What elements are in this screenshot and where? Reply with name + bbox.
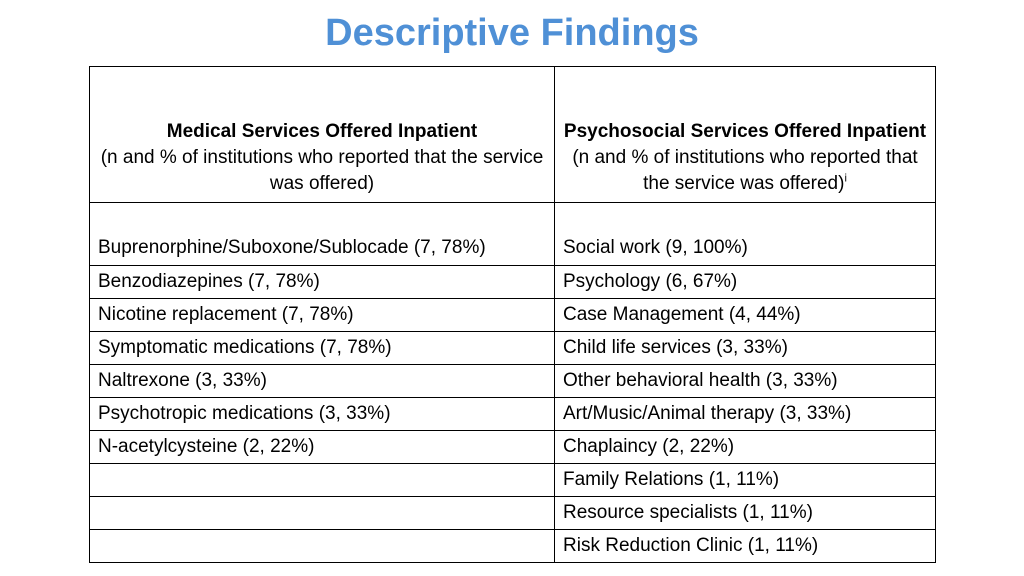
psychosocial-service-cell: Risk Reduction Clinic (1, 11%) (554, 529, 936, 563)
footnote-marker: i (844, 172, 847, 185)
table-row: Nicotine replacement (7, 78%) Case Manag… (89, 298, 936, 332)
medical-services-header-title: Medical Services Offered Inpatient (166, 121, 478, 142)
medical-services-header: Medical Services Offered Inpatient (n an… (89, 66, 555, 203)
services-table: Medical Services Offered Inpatient (n an… (89, 66, 936, 563)
medical-services-header-note: (n and % of institutions who reported th… (100, 147, 544, 194)
psychosocial-services-header-note-text: (n and % of institutions who reported th… (572, 147, 918, 194)
psychosocial-services-header-note: (n and % of institutions who reported th… (563, 145, 927, 197)
medical-service-cell: Nicotine replacement (7, 78%) (89, 298, 555, 332)
medical-service-cell (89, 496, 555, 530)
medical-service-cell (89, 529, 555, 563)
psychosocial-service-cell: Social work (9, 100%) (554, 202, 936, 266)
psychosocial-service-cell: Child life services (3, 33%) (554, 331, 936, 365)
medical-service-cell (89, 463, 555, 497)
table-row: Risk Reduction Clinic (1, 11%) (89, 529, 936, 563)
table-row: Symptomatic medications (7, 78%) Child l… (89, 331, 936, 365)
psychosocial-services-header-title: Psychosocial Services Offered Inpatient (563, 121, 927, 142)
medical-service-cell: Symptomatic medications (7, 78%) (89, 331, 555, 365)
page-title: Descriptive Findings (325, 12, 699, 54)
table-row: Benzodiazepines (7, 78%) Psychology (6, … (89, 265, 936, 299)
psychosocial-service-cell: Family Relations (1, 11%) (554, 463, 936, 497)
psychosocial-services-header: Psychosocial Services Offered Inpatient … (554, 66, 936, 203)
psychosocial-service-cell: Art/Music/Animal therapy (3, 33%) (554, 397, 936, 431)
medical-service-cell: Naltrexone (3, 33%) (89, 364, 555, 398)
table-row: Psychotropic medications (3, 33%) Art/Mu… (89, 397, 936, 431)
medical-service-cell: Psychotropic medications (3, 33%) (89, 397, 555, 431)
medical-service-cell: N-acetylcysteine (2, 22%) (89, 430, 555, 464)
table-row: Resource specialists (1, 11%) (89, 496, 936, 530)
psychosocial-service-cell: Resource specialists (1, 11%) (554, 496, 936, 530)
psychosocial-service-cell: Psychology (6, 67%) (554, 265, 936, 299)
table-row: Family Relations (1, 11%) (89, 463, 936, 497)
table-header-row: Medical Services Offered Inpatient (n an… (89, 66, 936, 203)
table-row: N-acetylcysteine (2, 22%) Chaplaincy (2,… (89, 430, 936, 464)
psychosocial-service-cell: Case Management (4, 44%) (554, 298, 936, 332)
medical-service-cell: Benzodiazepines (7, 78%) (89, 265, 555, 299)
table-row: Buprenorphine/Suboxone/Sublocade (7, 78%… (89, 202, 936, 266)
psychosocial-service-cell: Chaplaincy (2, 22%) (554, 430, 936, 464)
table-row: Naltrexone (3, 33%) Other behavioral hea… (89, 364, 936, 398)
psychosocial-service-cell: Other behavioral health (3, 33%) (554, 364, 936, 398)
medical-service-cell: Buprenorphine/Suboxone/Sublocade (7, 78%… (89, 202, 555, 266)
